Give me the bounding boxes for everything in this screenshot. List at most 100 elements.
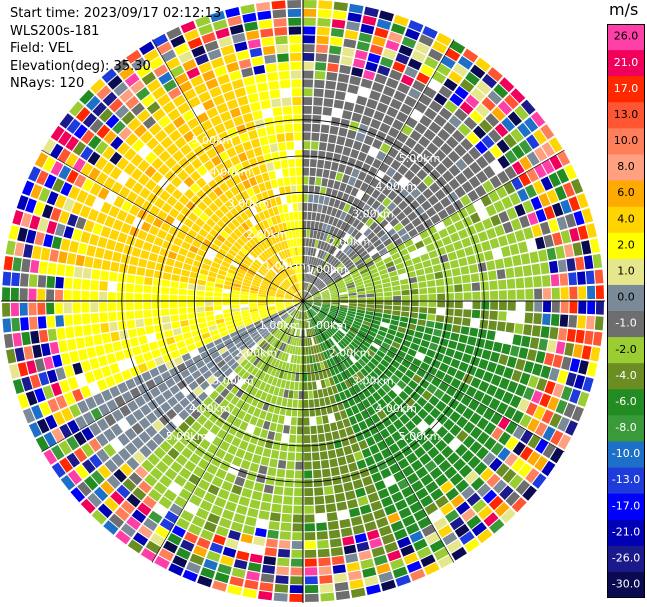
velocity-cell — [584, 330, 594, 345]
velocity-cell — [291, 247, 296, 256]
velocity-cell — [361, 193, 371, 203]
velocity-cell — [29, 316, 38, 330]
velocity-cell — [340, 155, 349, 165]
velocity-cell — [240, 307, 249, 311]
velocity-cell — [109, 151, 123, 165]
velocity-cell — [431, 359, 441, 369]
velocity-cell — [185, 151, 198, 163]
velocity-cell — [501, 245, 511, 257]
velocity-cell — [308, 238, 313, 247]
velocity-cell — [136, 64, 152, 79]
velocity-cell — [295, 294, 302, 300]
velocity-cell — [301, 282, 303, 291]
velocity-cell — [410, 306, 419, 313]
velocity-cell — [544, 380, 556, 395]
velocity-cell — [152, 294, 160, 301]
velocity-cell — [89, 357, 100, 370]
velocity-cell — [254, 203, 263, 213]
velocity-cell — [49, 341, 60, 355]
velocity-cell — [276, 331, 283, 339]
velocity-cell — [521, 335, 531, 348]
velocity-cell — [303, 167, 309, 176]
velocity-cell — [90, 407, 103, 421]
velocity-cell — [266, 125, 276, 136]
velocity-cell — [534, 146, 548, 162]
velocity-cell — [279, 451, 288, 460]
velocity-cell — [330, 270, 338, 278]
velocity-cell — [449, 93, 464, 107]
velocity-cell — [304, 294, 311, 300]
velocity-cell — [357, 171, 367, 181]
velocity-cell — [213, 238, 223, 247]
velocity-cell — [143, 293, 152, 301]
velocity-cell — [411, 50, 426, 63]
velocity-cell — [322, 342, 328, 351]
velocity-cell — [398, 390, 409, 401]
velocity-cell — [235, 429, 245, 439]
velocity-cell — [310, 308, 317, 315]
velocity-cell — [428, 301, 437, 307]
velocity-cell — [187, 117, 200, 130]
velocity-cell — [313, 296, 322, 299]
velocity-cell — [261, 352, 269, 361]
velocity-cell — [153, 446, 166, 460]
velocity-cell — [145, 268, 155, 278]
velocity-cell — [235, 448, 246, 459]
velocity-cell — [325, 187, 333, 197]
velocity-cell — [417, 408, 429, 420]
velocity-cell — [311, 132, 320, 141]
velocity-cell — [303, 373, 308, 382]
velocity-cell — [153, 237, 164, 247]
velocity-cell — [299, 364, 303, 373]
velocity-cell — [288, 307, 295, 314]
velocity-cell — [337, 163, 346, 173]
velocity-cell — [338, 310, 347, 315]
velocity-cell — [395, 262, 405, 270]
velocity-cell — [344, 335, 352, 343]
velocity-cell — [277, 308, 286, 313]
velocity-cell — [299, 311, 302, 320]
velocity-cell — [174, 72, 189, 86]
velocity-cell — [448, 115, 462, 128]
velocity-cell — [559, 273, 569, 286]
velocity-cell — [364, 521, 377, 532]
velocity-cell — [291, 286, 297, 293]
velocity-cell — [210, 329, 219, 337]
velocity-cell — [208, 179, 218, 190]
velocity-cell — [104, 459, 118, 473]
velocity-cell — [446, 136, 459, 149]
velocity-cell — [104, 375, 116, 388]
velocity-cell — [293, 297, 302, 301]
velocity-cell — [357, 291, 366, 295]
velocity-cell — [325, 278, 333, 285]
velocity-cell — [410, 301, 419, 307]
velocity-cell — [498, 377, 510, 390]
velocity-cell — [272, 441, 281, 451]
velocity-cell — [326, 441, 335, 450]
velocity-cell — [309, 408, 316, 417]
velocity-cell — [261, 564, 276, 574]
velocity-cell — [420, 495, 434, 508]
range-ring-label: 3.00km — [352, 374, 394, 387]
velocity-cell — [526, 151, 540, 166]
velocity-cell — [458, 228, 469, 240]
velocity-cell — [547, 396, 560, 411]
velocity-cell — [345, 235, 354, 245]
velocity-cell — [347, 264, 356, 271]
velocity-cell — [222, 546, 237, 558]
velocity-cell — [220, 82, 233, 94]
velocity-cell — [317, 282, 325, 289]
velocity-cell — [254, 274, 263, 281]
velocity-cell — [47, 262, 57, 275]
velocity-cell — [535, 236, 546, 250]
velocity-cell — [49, 249, 59, 262]
velocity-cell — [271, 377, 278, 386]
velocity-cell — [37, 288, 46, 301]
velocity-cell — [303, 158, 310, 167]
velocity-cell — [321, 205, 328, 214]
velocity-cell — [446, 293, 454, 300]
velocity-cell — [375, 301, 384, 305]
velocity-cell — [295, 265, 299, 274]
velocity-cell — [319, 451, 328, 460]
velocity-cell — [285, 362, 290, 371]
